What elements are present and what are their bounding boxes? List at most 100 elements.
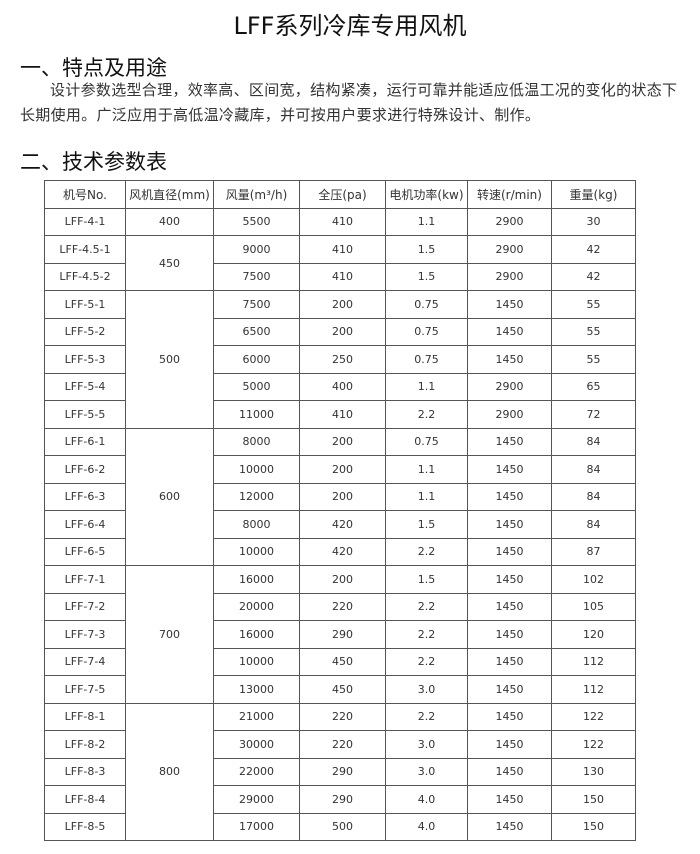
model-cell: LFF-7-2 [44, 592, 126, 621]
col-header: 电机功率(kw) [385, 180, 468, 209]
pressure-cell: 220 [299, 702, 386, 731]
speed-cell: 1450 [467, 592, 552, 621]
diameter-cell: 600 [125, 427, 214, 566]
pressure-cell: 290 [299, 757, 386, 786]
diameter-cell: 800 [125, 702, 214, 841]
airflow-cell: 30000 [213, 730, 300, 759]
airflow-cell: 13000 [213, 675, 300, 704]
table-row: LFF-6-3 12000 200 1.1 1450 84 [44, 482, 636, 511]
airflow-cell: 20000 [213, 592, 300, 621]
diameter-cell: 500 [125, 290, 214, 429]
model-cell: LFF-7-5 [44, 675, 126, 704]
power-cell: 0.75 [385, 317, 468, 346]
airflow-cell: 10000 [213, 537, 300, 566]
section-heading-specs: 二、技术参数表 [20, 150, 167, 174]
speed-cell: 1450 [467, 785, 552, 814]
power-cell: 2.2 [385, 400, 468, 429]
table-row: LFF-7-2 20000 220 2.2 1450 105 [44, 592, 636, 621]
section-heading-features: 一、特点及用途 [20, 56, 167, 80]
table-row: LFF-8-5 17000 500 4.0 1450 150 [44, 812, 636, 841]
weight-cell: 105 [551, 592, 636, 621]
pressure-cell: 220 [299, 592, 386, 621]
pressure-cell: 420 [299, 537, 386, 566]
table-row: LFF-5-3 6000 250 0.75 1450 55 [44, 345, 636, 374]
table-row: LFF-6-2 10000 200 1.1 1450 84 [44, 455, 636, 484]
pressure-cell: 250 [299, 345, 386, 374]
model-cell: LFF-5-4 [44, 372, 126, 401]
col-header: 重量(kg) [551, 180, 636, 209]
airflow-cell: 10000 [213, 455, 300, 484]
table-row: LFF-4.5-2 7500 410 1.5 2900 42 [44, 262, 636, 291]
airflow-cell: 11000 [213, 400, 300, 429]
table-row: LFF-8-1 800 21000 220 2.2 1450 122 [44, 702, 636, 841]
table-row: LFF-4.5-1 450 9000 410 1.5 2900 42 [44, 235, 636, 291]
weight-cell: 42 [551, 235, 636, 264]
pressure-cell: 410 [299, 400, 386, 429]
airflow-cell: 8000 [213, 427, 300, 456]
pressure-cell: 410 [299, 262, 386, 291]
table-row: LFF-5-2 6500 200 0.75 1450 55 [44, 317, 636, 346]
power-cell: 1.1 [385, 482, 468, 511]
table-row: LFF-4-1 400 5500 410 1.1 2900 30 [44, 207, 636, 236]
pressure-cell: 200 [299, 565, 386, 594]
model-cell: LFF-8-4 [44, 785, 126, 814]
pressure-cell: 400 [299, 372, 386, 401]
weight-cell: 84 [551, 455, 636, 484]
speed-cell: 2900 [467, 207, 552, 236]
model-cell: LFF-8-3 [44, 757, 126, 786]
power-cell: 1.1 [385, 207, 468, 236]
table-row: LFF-8-4 29000 290 4.0 1450 150 [44, 785, 636, 814]
col-header: 全压(pa) [299, 180, 386, 209]
table-row: LFF-5-4 5000 400 1.1 2900 65 [44, 372, 636, 401]
weight-cell: 55 [551, 317, 636, 346]
model-cell: LFF-4.5-2 [44, 262, 126, 291]
power-cell: 2.2 [385, 537, 468, 566]
diameter-cell: 700 [125, 565, 214, 704]
model-cell: LFF-8-1 [44, 702, 126, 731]
speed-cell: 1450 [467, 757, 552, 786]
model-cell: LFF-6-2 [44, 455, 126, 484]
weight-cell: 42 [551, 262, 636, 291]
power-cell: 2.2 [385, 620, 468, 649]
speed-cell: 1450 [467, 317, 552, 346]
model-cell: LFF-8-5 [44, 812, 126, 841]
model-cell: LFF-6-5 [44, 537, 126, 566]
speed-cell: 2900 [467, 372, 552, 401]
pressure-cell: 450 [299, 675, 386, 704]
weight-cell: 122 [551, 730, 636, 759]
power-cell: 3.0 [385, 757, 468, 786]
power-cell: 1.1 [385, 455, 468, 484]
pressure-cell: 220 [299, 730, 386, 759]
features-paragraph: 设计参数选型合理，效率高、区间宽，结构紧凑，运行可靠并能适应低温工况的变化的状态… [20, 81, 678, 124]
airflow-cell: 16000 [213, 565, 300, 594]
weight-cell: 150 [551, 812, 636, 841]
page-title: LFF系列冷库专用风机 [233, 12, 467, 40]
speed-cell: 1450 [467, 482, 552, 511]
speed-cell: 1450 [467, 510, 552, 539]
pressure-cell: 200 [299, 427, 386, 456]
table-row: LFF-6-1 600 8000 200 0.75 1450 84 [44, 427, 636, 566]
speed-cell: 1450 [467, 565, 552, 594]
model-cell: LFF-6-3 [44, 482, 126, 511]
weight-cell: 30 [551, 207, 636, 236]
model-cell: LFF-5-3 [44, 345, 126, 374]
pressure-cell: 410 [299, 235, 386, 264]
weight-cell: 84 [551, 482, 636, 511]
col-header: 转速(r/min) [467, 180, 552, 209]
model-cell: LFF-7-3 [44, 620, 126, 649]
model-cell: LFF-4-1 [44, 207, 126, 236]
pressure-cell: 290 [299, 785, 386, 814]
pressure-cell: 200 [299, 290, 386, 319]
speed-cell: 1450 [467, 647, 552, 676]
airflow-cell: 22000 [213, 757, 300, 786]
pressure-cell: 200 [299, 455, 386, 484]
power-cell: 1.5 [385, 565, 468, 594]
speed-cell: 1450 [467, 455, 552, 484]
table-row: LFF-7-4 10000 450 2.2 1450 112 [44, 647, 636, 676]
model-cell: LFF-5-1 [44, 290, 126, 319]
airflow-cell: 16000 [213, 620, 300, 649]
airflow-cell: 10000 [213, 647, 300, 676]
weight-cell: 84 [551, 510, 636, 539]
weight-cell: 55 [551, 345, 636, 374]
model-cell: LFF-4.5-1 [44, 235, 126, 264]
